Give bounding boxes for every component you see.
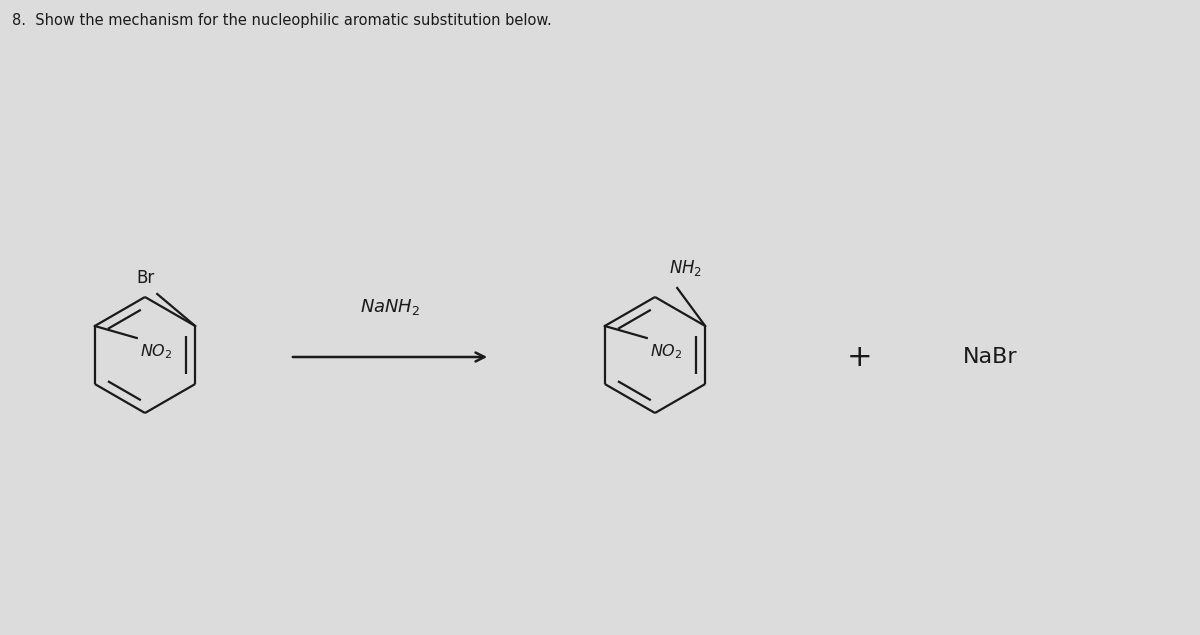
Text: $NO_2$: $NO_2$ [649,342,683,361]
Text: +: + [847,342,872,371]
Text: NaBr: NaBr [962,347,1018,367]
Text: 8.  Show the mechanism for the nucleophilic aromatic substitution below.: 8. Show the mechanism for the nucleophil… [12,13,552,28]
Text: $NaNH_2$: $NaNH_2$ [360,297,420,317]
Text: $NO_2$: $NO_2$ [139,342,173,361]
Text: $NH_2$: $NH_2$ [668,258,702,278]
Text: Br: Br [136,269,155,287]
